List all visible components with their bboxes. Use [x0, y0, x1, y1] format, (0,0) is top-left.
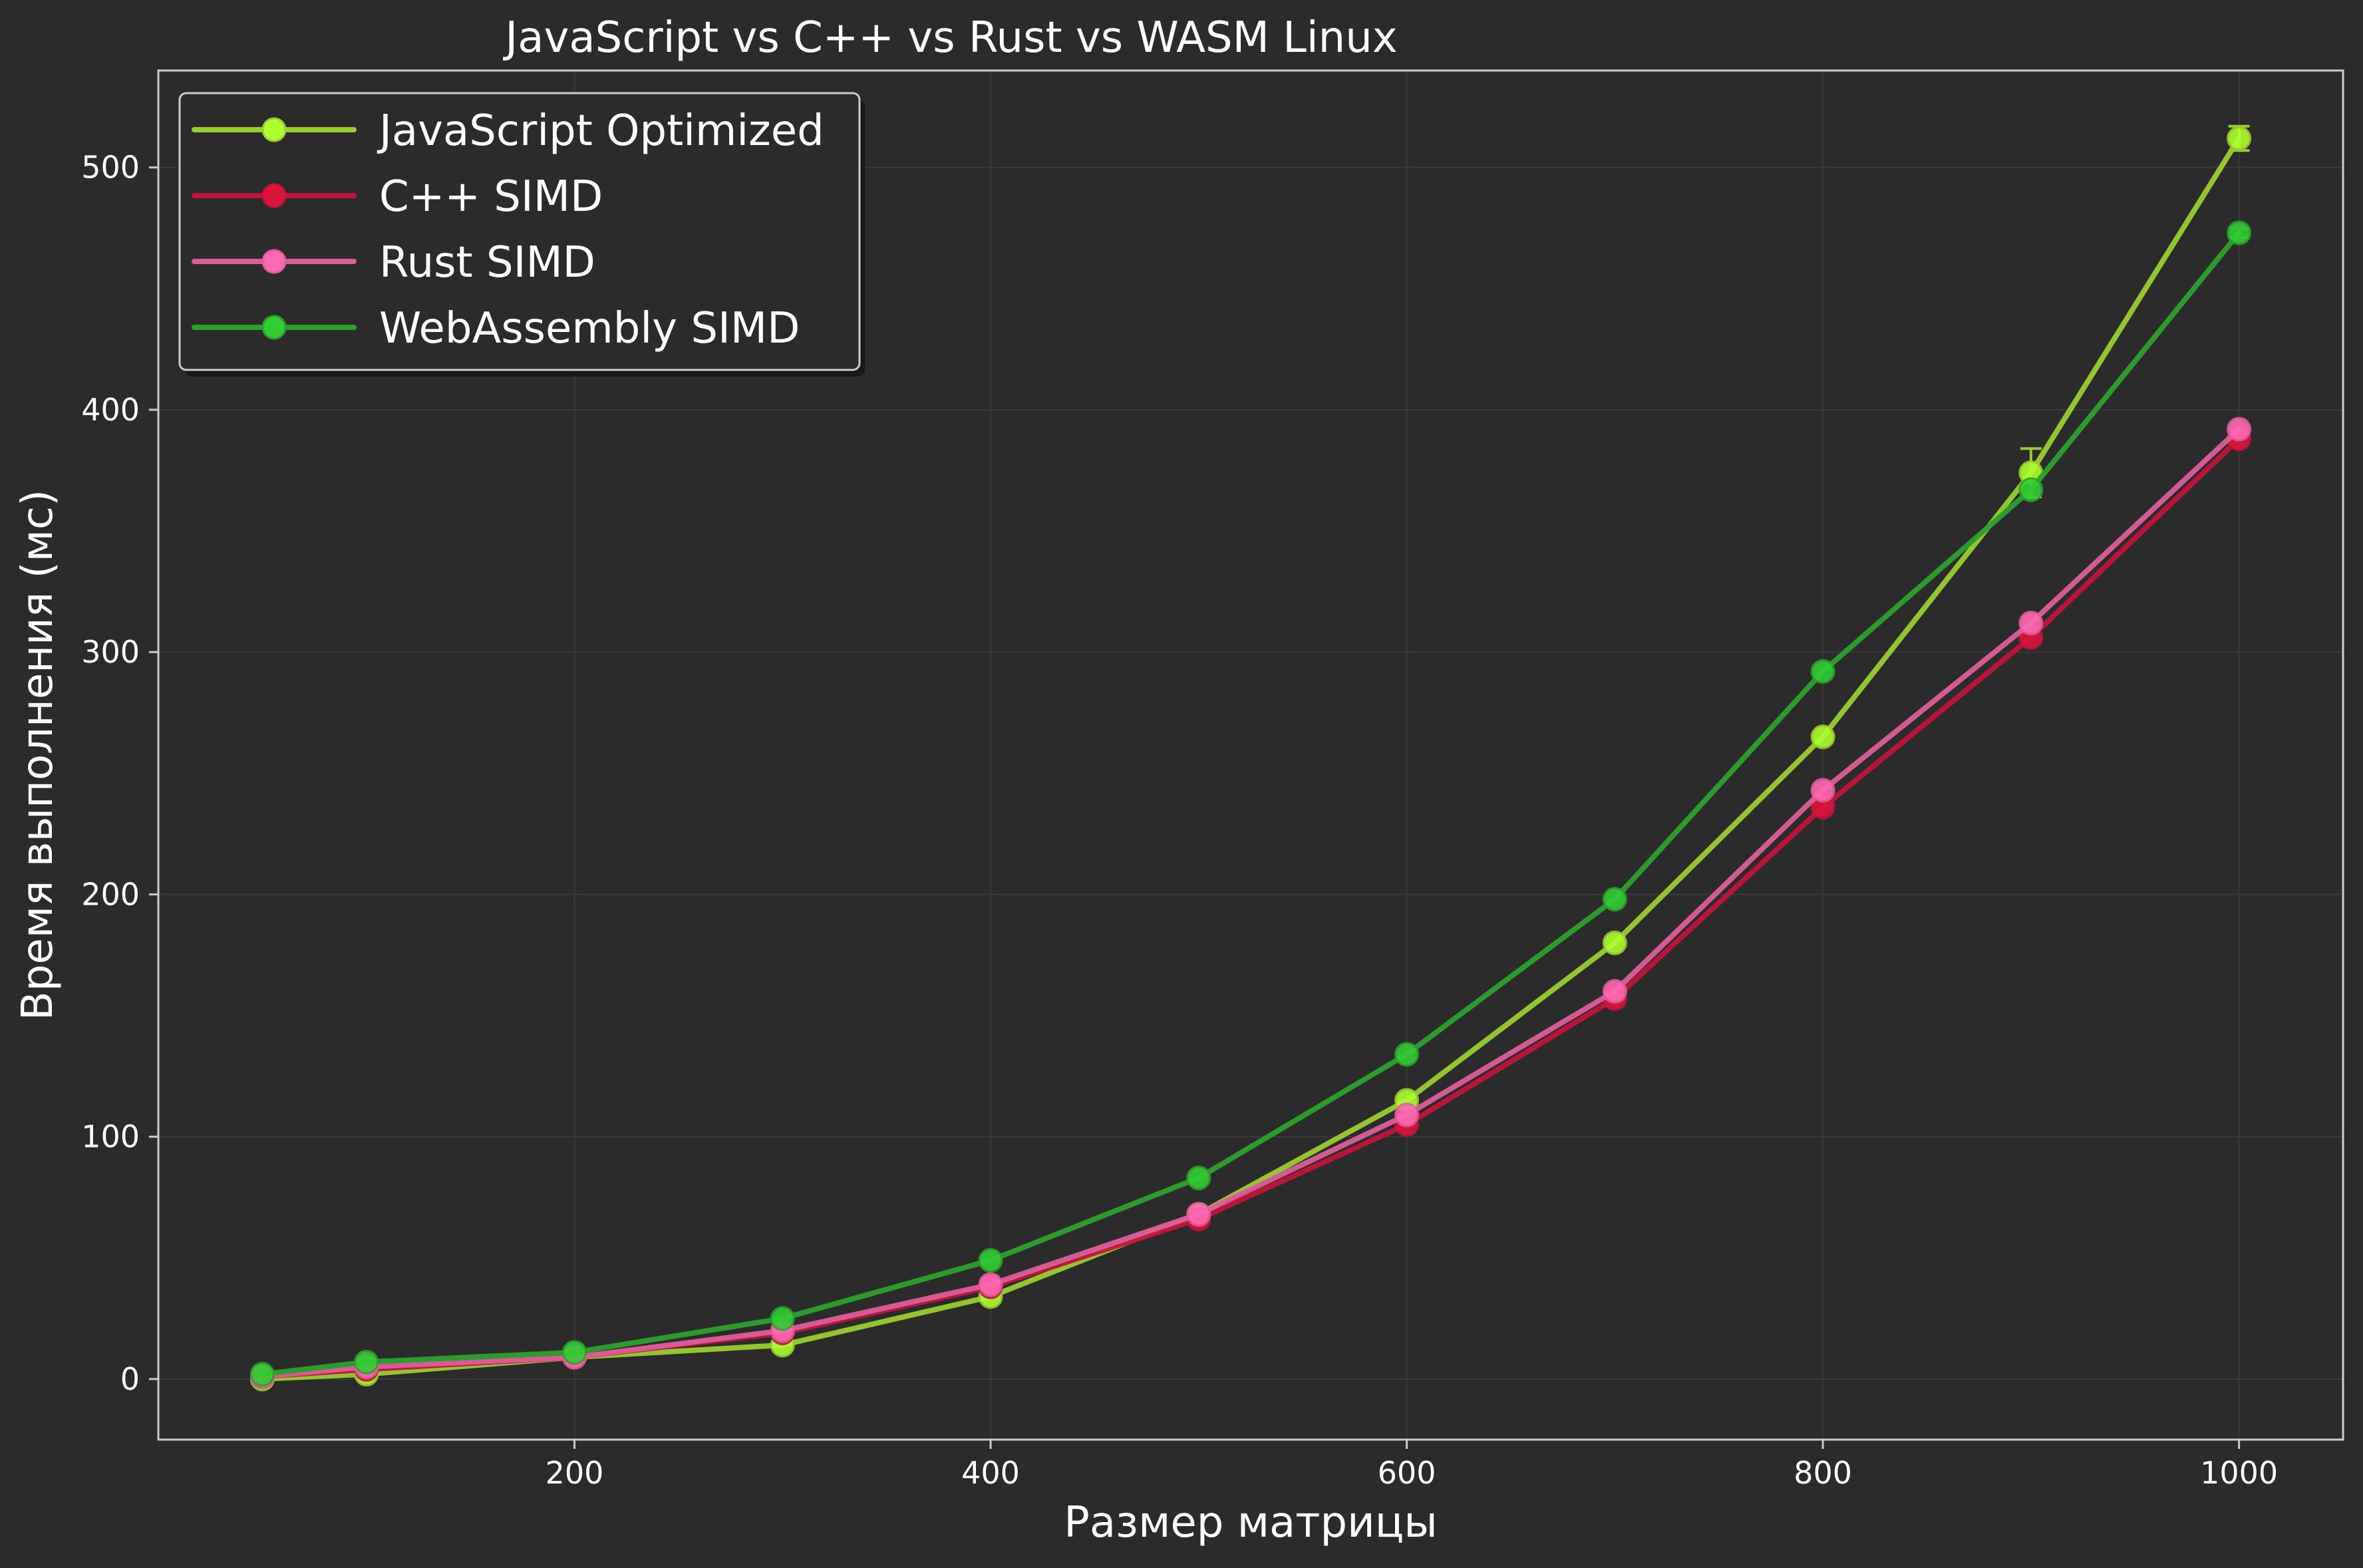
legend-entry: JavaScript Optimized [192, 106, 824, 156]
chart-title: JavaScript vs C++ vs Rust vs WASM Linux [502, 13, 1397, 63]
data-point [1186, 1166, 1211, 1191]
legend-entry: WebAssembly SIMD [192, 304, 800, 353]
legend-swatch-marker [261, 249, 287, 274]
series-line [259, 436, 2242, 1380]
legend-label: Rust SIMD [379, 238, 595, 287]
legend-label: JavaScript Optimized [377, 106, 824, 156]
data-point [978, 1247, 1003, 1273]
series-line [259, 426, 2242, 1380]
data-point [1810, 778, 1835, 803]
y-tick-label: 300 [81, 634, 140, 670]
y-tick-label: 400 [81, 392, 140, 428]
legend-swatch-marker [261, 117, 287, 142]
x-axis-label: Размер матрицы [1064, 1498, 1438, 1547]
legend: JavaScript Optimized C++ SIMD Rust SIMD Web… [178, 92, 865, 377]
data-point [249, 1362, 275, 1387]
y-axis-label: Время выполнения (мс) [13, 490, 63, 1020]
data-point [1602, 930, 1627, 955]
legend-entry: Rust SIMD [192, 238, 595, 287]
legend-swatch-marker [261, 315, 287, 340]
legend-box [178, 92, 861, 371]
data-point [2227, 126, 2252, 151]
data-point [978, 1272, 1003, 1297]
y-tick-label: 500 [81, 150, 140, 186]
x-tick-label: 1000 [2200, 1455, 2278, 1491]
data-point [1394, 1102, 1420, 1128]
x-tick-label: 600 [1378, 1455, 1436, 1491]
data-point [1810, 724, 1835, 750]
data-point [770, 1306, 795, 1331]
data-point [2227, 416, 2252, 442]
data-point [562, 1340, 587, 1365]
x-tick-label: 800 [1794, 1455, 1852, 1491]
data-point [2018, 610, 2044, 635]
axes-frame [157, 69, 2344, 1441]
data-point [2018, 477, 2044, 502]
legend-label: WebAssembly SIMD [379, 304, 800, 353]
y-tick-label: 0 [120, 1361, 140, 1397]
series-webassembly-simd [249, 220, 2252, 1387]
series-line [259, 230, 2242, 1377]
x-tick-label: 200 [546, 1455, 604, 1491]
y-tick-label: 100 [81, 1119, 140, 1155]
data-point [1602, 887, 1627, 912]
y-tick-label: 200 [81, 876, 140, 912]
data-point [2227, 220, 2252, 245]
data-point [1186, 1201, 1211, 1227]
legend-label: C++ SIMD [379, 172, 603, 222]
data-point [354, 1349, 379, 1374]
data-point [1810, 659, 1835, 684]
legend-entry: C++ SIMD [192, 172, 603, 222]
data-point [1394, 1042, 1420, 1067]
data-point [1602, 979, 1627, 1004]
legend-swatch-marker [261, 183, 287, 208]
plot-area [249, 124, 2252, 1392]
axis-ticks: 200 400 600 800 1000 0 100 200 300 400 500 [81, 150, 2278, 1491]
x-tick-label: 400 [961, 1455, 1020, 1491]
